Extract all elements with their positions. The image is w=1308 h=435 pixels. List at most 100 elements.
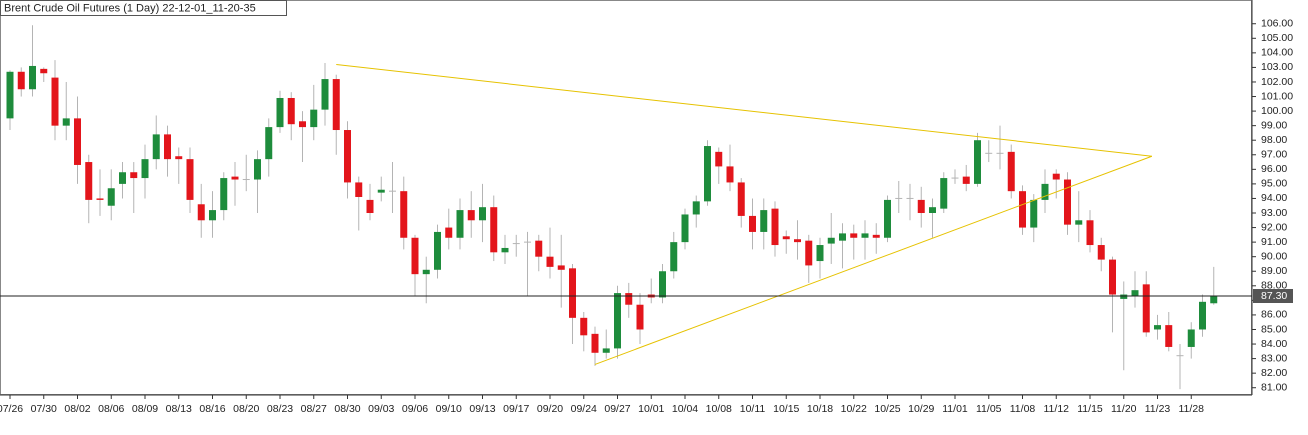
candle-body xyxy=(141,159,149,179)
candle-body xyxy=(17,71,25,90)
candle-body xyxy=(299,121,306,128)
candle-body xyxy=(377,189,385,193)
candle-body xyxy=(434,231,441,270)
candle-body xyxy=(1097,245,1105,260)
x-tick-label: 11/08 xyxy=(1010,403,1036,415)
candle-body xyxy=(985,152,993,154)
candle-body xyxy=(940,178,948,209)
candle-body xyxy=(175,156,183,160)
candle-body xyxy=(220,178,228,211)
candle-body xyxy=(749,215,756,232)
trendline xyxy=(594,155,1153,365)
last-price-box xyxy=(1253,288,1293,303)
x-tick-label: 10/25 xyxy=(874,403,900,415)
y-tick-label: 99.00 xyxy=(1261,119,1287,131)
title-box xyxy=(0,0,287,16)
candle-body xyxy=(1165,325,1173,347)
candle-body xyxy=(512,243,520,245)
candle-body xyxy=(737,182,745,216)
candle-body xyxy=(951,177,959,179)
x-tick-label: 11/15 xyxy=(1077,403,1103,415)
y-tick-label: 88.00 xyxy=(1261,280,1287,292)
candle-body xyxy=(1030,199,1038,228)
x-tick-label: 11/23 xyxy=(1145,403,1171,415)
candle-body xyxy=(254,159,261,180)
candle-body xyxy=(119,172,126,184)
candle-body xyxy=(51,77,59,126)
candle-body xyxy=(445,227,453,238)
candle-body xyxy=(636,304,644,330)
x-tick-label: 07/26 xyxy=(0,403,23,415)
candle-body xyxy=(186,159,194,200)
candle-body xyxy=(107,188,115,206)
candle-body xyxy=(557,265,565,270)
x-tick-label: 09/20 xyxy=(537,403,563,415)
y-tick-label: 82.00 xyxy=(1261,367,1287,379)
x-tick-label: 10/18 xyxy=(807,403,833,415)
candle-body xyxy=(535,240,543,257)
y-tick-label: 85.00 xyxy=(1261,323,1287,335)
x-tick-label: 08/23 xyxy=(267,403,293,415)
candle-body xyxy=(625,293,633,305)
y-tick-label: 86.00 xyxy=(1261,309,1287,321)
candle-body xyxy=(760,210,768,232)
candle-body xyxy=(872,234,880,238)
candle-body xyxy=(411,237,419,275)
x-tick-label: 08/20 xyxy=(233,403,259,415)
y-tick-label: 103.00 xyxy=(1261,61,1293,73)
x-tick-label: 08/09 xyxy=(132,403,158,415)
y-tick-label: 96.00 xyxy=(1261,163,1287,175)
candle-body xyxy=(456,210,464,238)
candle-body xyxy=(1109,259,1116,295)
candle-body xyxy=(580,317,588,336)
y-tick-label: 102.00 xyxy=(1261,76,1293,88)
candle-body xyxy=(827,237,835,244)
candle-body xyxy=(400,191,408,238)
x-tick-label: 10/29 xyxy=(908,403,934,415)
candle-body xyxy=(6,71,14,119)
y-tick-label: 106.00 xyxy=(1261,18,1293,30)
candle-body xyxy=(794,239,801,243)
candle-body xyxy=(242,179,250,181)
x-tick-label: 10/11 xyxy=(740,403,766,415)
candle-body xyxy=(816,245,824,262)
candle-body xyxy=(704,146,711,202)
x-tick-label: 08/27 xyxy=(301,403,327,415)
candle-body xyxy=(467,210,475,221)
candle-body xyxy=(332,79,340,131)
chart-title: Brent Crude Oil Futures (1 Day) 22-12-01… xyxy=(4,2,256,14)
x-tick-label: 11/12 xyxy=(1044,403,1070,415)
candle-body xyxy=(287,97,295,125)
candle-body xyxy=(917,199,925,214)
x-tick-label: 07/30 xyxy=(31,403,57,415)
candle-body xyxy=(366,199,374,214)
x-tick-label: 11/28 xyxy=(1179,403,1205,415)
candle-body xyxy=(164,134,171,160)
x-tick-label: 09/24 xyxy=(571,403,597,415)
x-tick-label: 08/02 xyxy=(64,403,90,415)
candle-body xyxy=(546,256,554,267)
candle-body xyxy=(895,197,903,199)
y-tick-label: 89.00 xyxy=(1261,265,1287,277)
y-tick-label: 92.00 xyxy=(1261,221,1287,233)
candle-body xyxy=(1075,220,1083,225)
y-tick-label: 83.00 xyxy=(1261,352,1287,364)
candle-body xyxy=(321,79,329,110)
candle-body xyxy=(1120,294,1128,299)
candle-body xyxy=(1176,355,1184,357)
candle-body xyxy=(1199,301,1206,330)
candle-body xyxy=(40,68,48,74)
candle-body xyxy=(962,176,970,184)
candle-body xyxy=(422,269,430,275)
x-tick-label: 09/27 xyxy=(604,403,630,415)
last-price-label: 87.30 xyxy=(1261,290,1287,302)
y-tick-label: 100.00 xyxy=(1261,105,1293,117)
candle-body xyxy=(839,233,846,241)
y-tick-label: 105.00 xyxy=(1261,32,1293,44)
candle-body xyxy=(479,207,486,221)
x-tick-label: 08/06 xyxy=(98,403,124,415)
candle-body xyxy=(1086,220,1094,246)
x-tick-label: 10/01 xyxy=(638,403,664,415)
